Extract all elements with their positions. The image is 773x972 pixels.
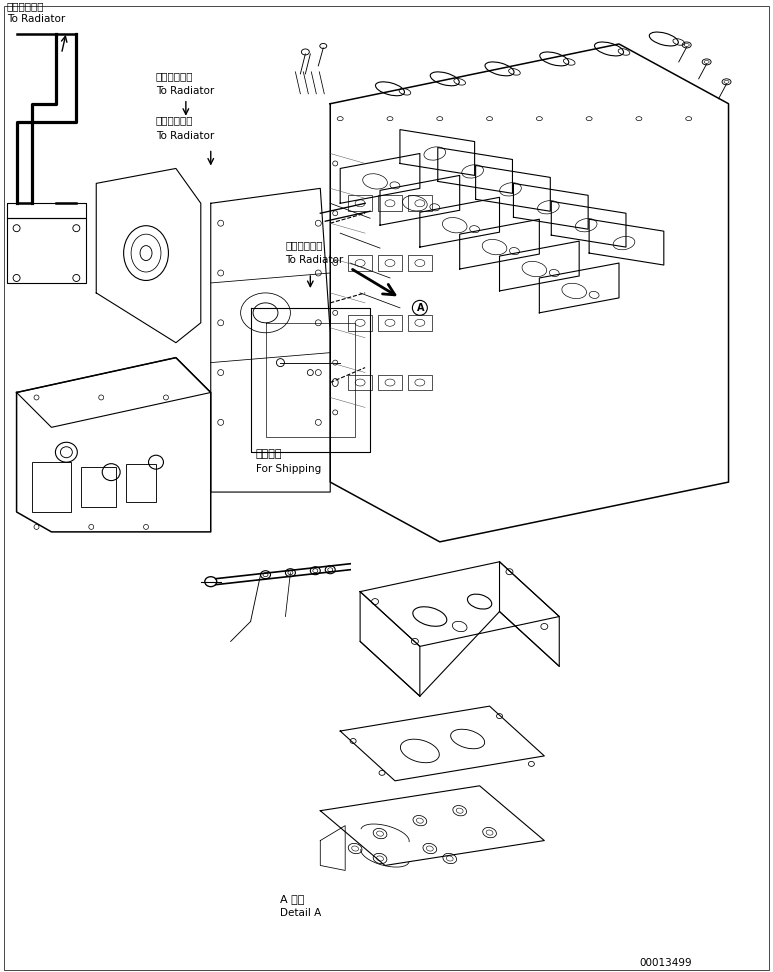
Bar — [408, 195, 432, 211]
Text: To Radiator: To Radiator — [285, 255, 344, 265]
Text: 00013499: 00013499 — [639, 958, 692, 968]
Text: To Radiator: To Radiator — [156, 130, 214, 141]
Bar — [348, 195, 372, 211]
Text: For Shipping: For Shipping — [256, 465, 321, 474]
Bar — [378, 374, 402, 391]
Text: To Radiator: To Radiator — [7, 14, 65, 24]
Text: ラジエータへ: ラジエータへ — [7, 1, 44, 11]
Bar — [7, 219, 87, 283]
Text: ラジエータへ: ラジエータへ — [156, 116, 193, 125]
Bar — [126, 465, 156, 502]
Bar — [408, 255, 432, 271]
Text: 運携部品: 運携部品 — [256, 449, 282, 459]
Bar — [348, 255, 372, 271]
Text: A 詳細: A 詳細 — [281, 894, 305, 904]
Bar — [348, 315, 372, 330]
Bar — [32, 463, 71, 512]
Bar — [408, 315, 432, 330]
Text: ラジエータへ: ラジエータへ — [285, 240, 323, 250]
Bar — [378, 255, 402, 271]
Text: Detail A: Detail A — [281, 908, 322, 919]
Bar — [378, 315, 402, 330]
Bar — [408, 374, 432, 391]
Text: To Radiator: To Radiator — [156, 86, 214, 96]
Text: A: A — [417, 303, 424, 313]
Bar — [348, 374, 372, 391]
Bar — [81, 468, 116, 507]
Text: ラジエータへ: ラジエータへ — [156, 71, 193, 81]
Bar — [378, 195, 402, 211]
